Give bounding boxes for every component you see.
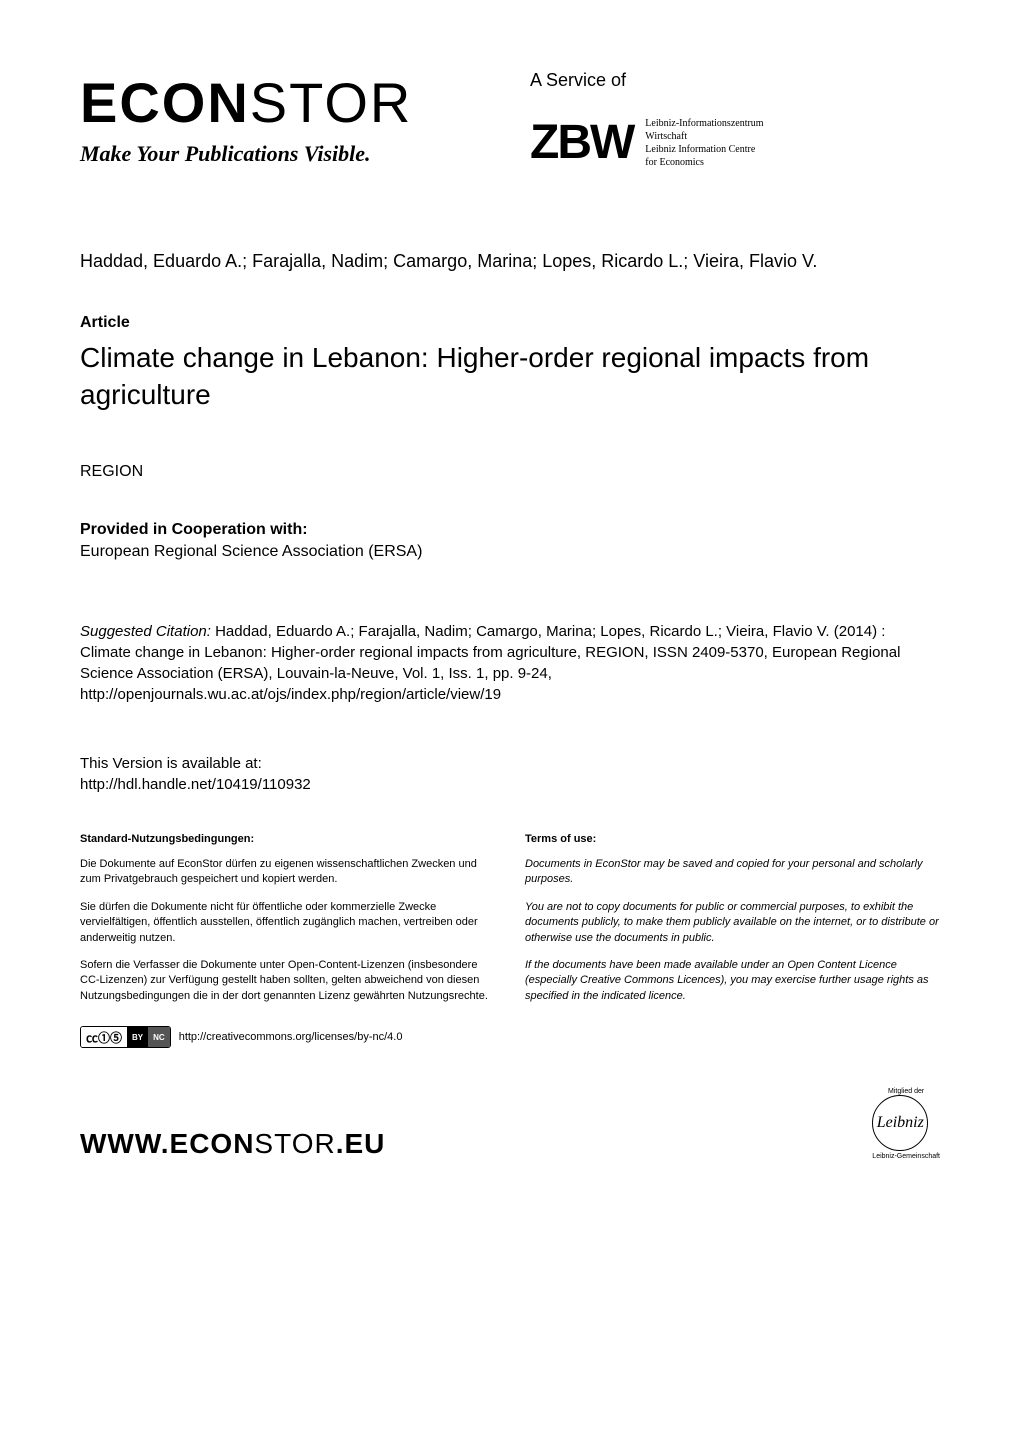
terms-en-header: Terms of use: [525,833,940,845]
citation-url: http://openjournals.wu.ac.at/ojs/index.p… [80,686,501,703]
cc-license-section: ㏄①⑤ BY NC http://creativecommons.org/lic… [0,1016,1020,1058]
cc-nc-label: NC [148,1027,170,1047]
cooperation-label: Provided in Cooperation with: [80,521,940,539]
cc-symbols: ㏄①⑤ [81,1027,127,1047]
cc-by-label: BY [127,1027,148,1047]
zbw-line2: Wirtschaft [645,130,763,143]
zbw-line1: Leibniz-Informationszentrum [645,117,763,130]
terms-de-header: Standard-Nutzungsbedingungen: [80,833,495,845]
terms-english: Terms of use: Documents in EconStor may … [525,833,940,1016]
page-footer: WWW.ECONSTOR.EU Mitglied der Leibniz Lei… [0,1058,1020,1190]
zbw-line3: Leibniz Information Centre [645,143,763,156]
footer-url: WWW.ECONSTOR.EU [80,1128,385,1160]
leibniz-top-label: Mitglied der [872,1088,940,1095]
terms-en-p1: Documents in EconStor may be saved and c… [525,857,940,888]
service-of-label: A Service of [530,70,940,91]
leibniz-circle-icon: Leibniz [872,1095,928,1151]
article-title: Climate change in Lebanon: Higher-order … [80,340,940,413]
terms-en-p3: If the documents have been made availabl… [525,958,940,1004]
zbw-description: Leibniz-Informationszentrum Wirtschaft L… [645,117,763,169]
logo-light: STOR [250,71,413,134]
footer-url-end: .EU [336,1128,386,1159]
leibniz-bottom-label: Leibniz-Gemeinschaft [872,1153,940,1160]
cc-badge-icon: ㏄①⑤ BY NC [80,1026,171,1048]
version-label: This Version is available at: [80,755,940,772]
terms-en-p2: You are not to copy documents for public… [525,900,940,946]
citation-block: Suggested Citation: Haddad, Eduardo A.; … [80,621,940,705]
zbw-line4: for Economics [645,156,763,169]
footer-url-main: WWW.ECON [80,1128,254,1159]
footer-url-light: STOR [254,1128,335,1159]
terms-de-p3: Sofern die Verfasser die Dokumente unter… [80,958,495,1004]
cooperation-text: European Regional Science Association (E… [80,543,940,561]
zbw-logo: ZBW [530,119,633,167]
econstor-logo: ECONSTOR [80,70,490,135]
citation-label: Suggested Citation: [80,623,215,640]
zbw-row: ZBW Leibniz-Informationszentrum Wirtscha… [530,117,940,169]
version-url: http://hdl.handle.net/10419/110932 [80,776,940,793]
article-label: Article [80,314,940,332]
service-section: A Service of ZBW Leibniz-Informationszen… [490,70,940,169]
terms-section: Standard-Nutzungsbedingungen: Die Dokume… [0,833,1020,1016]
logo-section: ECONSTOR Make Your Publications Visible. [80,70,490,167]
tagline: Make Your Publications Visible. [80,141,490,167]
logo-bold: ECON [80,71,250,134]
leibniz-signature: Leibniz [877,1114,924,1132]
terms-de-p2: Sie dürfen die Dokumente nicht für öffen… [80,900,495,946]
authors: Haddad, Eduardo A.; Farajalla, Nadim; Ca… [80,249,940,274]
page-header: ECONSTOR Make Your Publications Visible.… [0,0,1020,199]
main-content: Haddad, Eduardo A.; Farajalla, Nadim; Ca… [0,199,1020,833]
terms-de-p1: Die Dokumente auf EconStor dürfen zu eig… [80,857,495,888]
terms-german: Standard-Nutzungsbedingungen: Die Dokume… [80,833,495,1016]
journal-name: REGION [80,463,940,481]
cc-url: http://creativecommons.org/licenses/by-n… [179,1031,403,1043]
leibniz-logo: Mitglied der Leibniz Leibniz-Gemeinschaf… [872,1088,940,1160]
